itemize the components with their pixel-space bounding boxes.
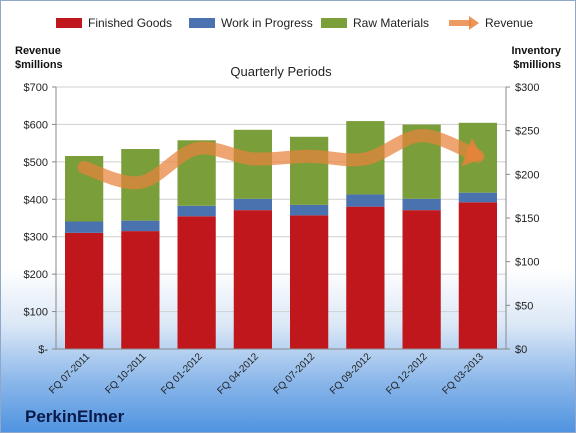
- right-tick-label: $250: [515, 126, 539, 138]
- x-tick-label: FQ 09-2012: [328, 351, 374, 397]
- bar-finished-goods: [346, 206, 385, 349]
- legend-label: Raw Materials: [353, 16, 429, 30]
- bar-work-in-progress: [458, 192, 497, 203]
- right-tick-label: $200: [515, 169, 539, 181]
- left-tick-label: $300: [24, 232, 48, 244]
- x-tick-label: FQ 03-2013: [440, 351, 486, 397]
- legend-label: Work in Progress: [221, 16, 313, 30]
- bar-finished-goods: [121, 231, 160, 349]
- bar-finished-goods: [65, 232, 104, 349]
- revenue-line-arrowhead: [461, 138, 484, 167]
- legend-swatch: [189, 18, 215, 28]
- bar-work-in-progress: [177, 205, 216, 217]
- bar-finished-goods: [177, 216, 216, 349]
- bar-finished-goods: [402, 210, 441, 349]
- x-tick-label: FQ 07-2012: [272, 351, 318, 397]
- bar-work-in-progress: [290, 204, 329, 216]
- legend: Finished Goods Work in Progress Raw Materi…: [56, 16, 533, 30]
- x-tick-label: FQ 04-2012: [215, 351, 261, 397]
- right-tick-label: $150: [515, 213, 539, 225]
- left-tick-label: $400: [24, 194, 48, 206]
- right-tick-label: $300: [515, 82, 539, 94]
- right-tick-label: $50: [515, 300, 533, 312]
- legend-swatch: [321, 18, 347, 28]
- legend-label: Revenue: [485, 16, 533, 30]
- left-tick-label: $600: [24, 119, 48, 131]
- right-tick-label: $0: [515, 344, 527, 356]
- left-tick-label: $500: [24, 157, 48, 169]
- left-axis-title-line1: Revenue: [15, 45, 61, 57]
- bar-work-in-progress: [65, 221, 104, 233]
- legend-label: Finished Goods: [88, 16, 172, 30]
- legend-swatch-arrow: [469, 16, 479, 30]
- bar-finished-goods: [458, 202, 497, 349]
- bar-work-in-progress: [346, 194, 385, 207]
- x-tick-label: FQ 10-2011: [104, 351, 149, 396]
- bar-work-in-progress: [402, 198, 441, 211]
- left-tick-label: $700: [24, 82, 48, 94]
- left-tick-label: $-: [38, 344, 48, 356]
- company-name: PerkinElmer: [25, 407, 125, 426]
- revenue-line: [77, 129, 485, 190]
- x-tick-label: FQ 12-2012: [384, 351, 430, 397]
- bar-work-in-progress: [233, 198, 272, 211]
- left-axis-title-line2: $millions: [15, 59, 63, 71]
- bar-finished-goods: [233, 210, 272, 349]
- chart-title: Quarterly Periods: [230, 64, 332, 79]
- left-tick-label: $100: [24, 307, 48, 319]
- x-tick-label: FQ 07-2011: [47, 351, 92, 396]
- right-axis-title-line1: Inventory: [511, 45, 561, 57]
- right-axis-title-line2: $millions: [513, 59, 561, 71]
- bar-raw-materials: [290, 136, 329, 205]
- right-tick-label: $100: [515, 257, 539, 269]
- left-tick-label: $200: [24, 269, 48, 281]
- x-tick-label: FQ 01-2012: [159, 351, 205, 397]
- bar-work-in-progress: [121, 220, 160, 232]
- legend-swatch: [56, 18, 82, 28]
- revenue-line-path: [77, 129, 485, 190]
- bar-finished-goods: [290, 215, 329, 349]
